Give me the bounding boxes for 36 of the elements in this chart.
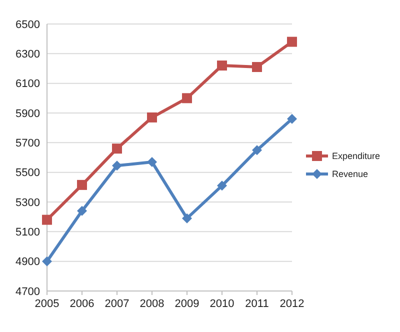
point [287,36,297,47]
y-tick-label: 5500 [16,167,40,180]
y-tick-label: 5100 [16,226,40,239]
x-tick-label: 2006 [70,298,94,310]
y-tick-label: 5900 [16,108,40,120]
x-tick-label: 2005 [34,298,60,310]
y-tick-label: 6100 [16,78,40,90]
y-tick-label: 5300 [16,196,40,209]
y-tick-label: 5700 [16,138,40,150]
point [252,145,262,156]
y-tick-label: 4900 [16,256,40,268]
point [147,112,157,122]
y-tick-label: 4700 [16,286,40,298]
point [182,93,192,104]
point [42,256,52,266]
legend-label: Expenditure [332,151,380,162]
point [252,62,262,72]
x-tick-label: 2009 [174,298,200,310]
x-tick-label: 2012 [280,298,304,310]
point [147,156,157,167]
x-tick-label: 2011 [245,298,269,310]
point [112,144,122,154]
x-tick-label: 2007 [104,298,130,310]
point [77,206,87,216]
x-tick-label: 2010 [210,298,234,310]
point [42,214,52,225]
point [182,213,192,224]
y-tick-label: 6300 [16,48,40,61]
point [217,60,227,71]
point [287,114,297,124]
point [77,180,87,190]
legend-label: Revenue [332,169,368,180]
x-tick-label: 2008 [140,298,164,310]
point [217,180,227,191]
y-tick-label: 6500 [16,18,40,31]
point [112,160,122,171]
